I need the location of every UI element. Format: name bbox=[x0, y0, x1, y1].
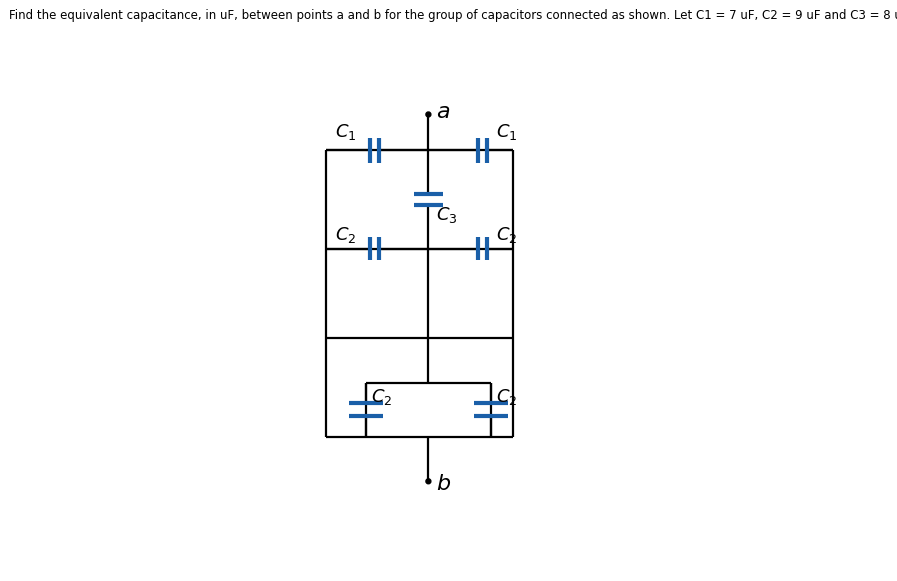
Text: $a$: $a$ bbox=[437, 101, 450, 123]
Text: $C_1$: $C_1$ bbox=[496, 122, 518, 142]
Text: $C_1$: $C_1$ bbox=[335, 122, 356, 142]
Circle shape bbox=[426, 112, 431, 117]
Text: $C_2$: $C_2$ bbox=[496, 388, 518, 407]
Text: Find the equivalent capacitance, in uF, between points a and b for the group of : Find the equivalent capacitance, in uF, … bbox=[9, 9, 897, 21]
Circle shape bbox=[426, 479, 431, 484]
Text: $C_3$: $C_3$ bbox=[437, 205, 458, 225]
Text: $b$: $b$ bbox=[437, 472, 451, 494]
Text: $C_2$: $C_2$ bbox=[335, 225, 356, 245]
Text: $C_2$: $C_2$ bbox=[371, 388, 393, 407]
Text: $C_2$: $C_2$ bbox=[496, 225, 518, 245]
